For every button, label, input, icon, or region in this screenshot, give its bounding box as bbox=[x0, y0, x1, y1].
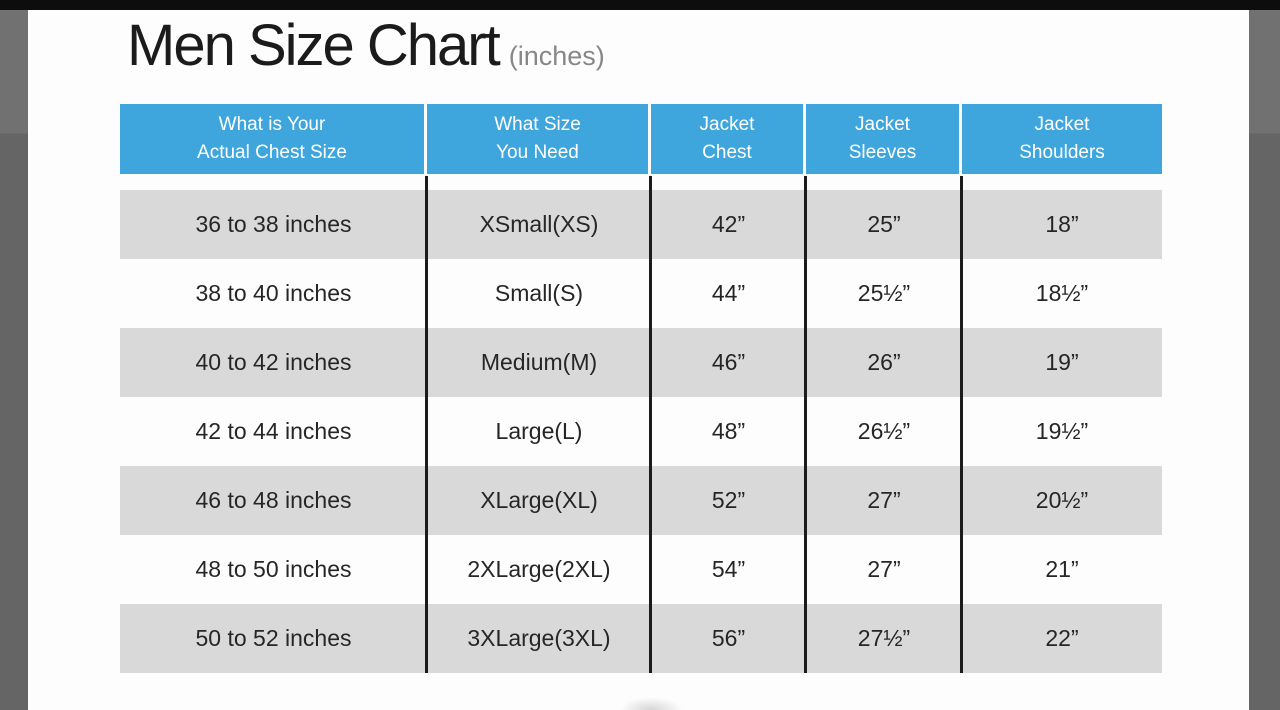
page-title-text: Men Size Chart bbox=[127, 13, 501, 78]
table-cell: 42 to 44 inches bbox=[195, 418, 352, 444]
table-cell: 56” bbox=[711, 625, 746, 651]
table-row: 36 to 38 inches XSmall(XS) 42” 25” 18” bbox=[120, 190, 1162, 259]
header-cell-jacket-sleeves: Jacket Sleeves bbox=[806, 104, 962, 174]
column-divider bbox=[804, 176, 807, 673]
table-row: 38 to 40 inches Small(S) 44” 25½” 18½” bbox=[120, 259, 1162, 328]
table-cell: 25” bbox=[867, 211, 901, 237]
table-cell: 38 to 40 inches bbox=[195, 280, 352, 306]
table-cell: 20½” bbox=[1035, 487, 1089, 513]
header-cell-size-you-need: What Size You Need bbox=[427, 104, 651, 174]
header-cell-jacket-chest: Jacket Chest bbox=[651, 104, 806, 174]
table-cell: 46 to 48 inches bbox=[195, 487, 352, 513]
table-body: 36 to 38 inches XSmall(XS) 42” 25” 18” 3… bbox=[120, 190, 1162, 673]
table-cell: 36 to 38 inches bbox=[195, 211, 352, 237]
page-title: Men Size Chart (inches) bbox=[127, 14, 605, 78]
table-cell: 54” bbox=[711, 556, 746, 582]
table-cell: 18” bbox=[1045, 211, 1079, 237]
letterbox-left-bar bbox=[0, 10, 28, 710]
column-divider bbox=[960, 176, 963, 673]
table-cell: 26” bbox=[867, 349, 901, 375]
header-label-line: You Need bbox=[496, 142, 579, 163]
table-cell: 48” bbox=[711, 418, 746, 444]
bottom-artifact bbox=[620, 697, 682, 710]
table-cell: 42” bbox=[711, 211, 746, 237]
size-table: What is Your Actual Chest Size What Size… bbox=[120, 104, 1162, 673]
table-cell: 27½” bbox=[857, 625, 911, 651]
header-label-line: Jacket bbox=[855, 114, 910, 135]
header-label-line: Sleeves bbox=[848, 142, 917, 163]
table-cell: 40 to 42 inches bbox=[195, 349, 352, 375]
table-cell: Large(L) bbox=[495, 418, 583, 444]
table-row: 48 to 50 inches 2XLarge(2XL) 54” 27” 21” bbox=[120, 535, 1162, 604]
table-cell: XLarge(XL) bbox=[480, 487, 598, 513]
header-label-line: What is Your bbox=[218, 114, 326, 135]
header-label-line: Jacket bbox=[1034, 114, 1090, 135]
header-label-line: Actual Chest Size bbox=[197, 142, 347, 163]
table-cell: Small(S) bbox=[494, 280, 584, 306]
table-cell: XSmall(XS) bbox=[479, 211, 599, 237]
table-cell: 26½” bbox=[857, 418, 911, 444]
table-row: 50 to 52 inches 3XLarge(3XL) 56” 27½” 22… bbox=[120, 604, 1162, 673]
letterbox-top-bar bbox=[0, 0, 1280, 10]
table-cell: 46” bbox=[711, 349, 746, 375]
table-cell: 50 to 52 inches bbox=[195, 625, 352, 651]
header-cell-actual-chest-size: What is Your Actual Chest Size bbox=[120, 104, 427, 174]
header-label-line: Shoulders bbox=[1019, 142, 1105, 163]
letterbox-right-bar bbox=[1249, 10, 1280, 710]
page-title-unit: (inches) bbox=[508, 41, 605, 71]
table-cell: 2XLarge(2XL) bbox=[467, 556, 611, 582]
header-label-line: Jacket bbox=[699, 114, 755, 135]
column-divider bbox=[425, 176, 428, 673]
table-cell: 52” bbox=[711, 487, 746, 513]
table-cell: 44” bbox=[711, 280, 746, 306]
header-label-line: What Size bbox=[494, 114, 581, 135]
header-label-line: Chest bbox=[702, 142, 752, 163]
table-cell: 22” bbox=[1045, 625, 1079, 651]
table-cell: 19” bbox=[1045, 349, 1079, 375]
header-cell-jacket-shoulders: Jacket Shoulders bbox=[962, 104, 1162, 174]
table-header-row: What is Your Actual Chest Size What Size… bbox=[120, 104, 1162, 174]
table-cell: 27” bbox=[867, 556, 901, 582]
table-cell: Medium(M) bbox=[480, 349, 598, 375]
column-divider bbox=[649, 176, 652, 673]
table-cell: 19½” bbox=[1035, 418, 1089, 444]
table-row: 46 to 48 inches XLarge(XL) 52” 27” 20½” bbox=[120, 466, 1162, 535]
table-cell: 21” bbox=[1045, 556, 1079, 582]
table-cell: 48 to 50 inches bbox=[195, 556, 352, 582]
table-cell: 25½” bbox=[857, 280, 911, 306]
table-row: 42 to 44 inches Large(L) 48” 26½” 19½” bbox=[120, 397, 1162, 466]
table-cell: 3XLarge(3XL) bbox=[467, 625, 611, 651]
table-row: 40 to 42 inches Medium(M) 46” 26” 19” bbox=[120, 328, 1162, 397]
table-cell: 18½” bbox=[1035, 280, 1089, 306]
table-cell: 27” bbox=[867, 487, 901, 513]
